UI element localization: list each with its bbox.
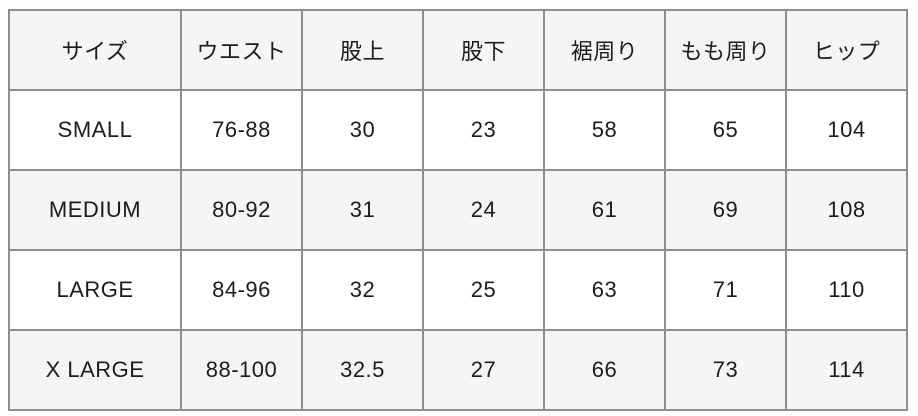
cell-inseam: 24 (422, 169, 545, 251)
cell-hem: 58 (543, 89, 666, 171)
cell-inseam: 25 (422, 249, 545, 331)
header-cell-hip: ヒップ (785, 9, 908, 91)
cell-size: LARGE (8, 249, 182, 331)
header-cell-thigh: もも周り (664, 9, 787, 91)
header-cell-inseam: 股下 (422, 9, 545, 91)
cell-thigh: 69 (664, 169, 787, 251)
table-row-large: LARGE 84-96 32 25 63 71 110 (8, 249, 908, 331)
cell-inseam: 23 (422, 89, 545, 171)
cell-thigh: 73 (664, 329, 787, 411)
cell-inseam: 27 (422, 329, 545, 411)
table-row-medium: MEDIUM 80-92 31 24 61 69 108 (8, 169, 908, 251)
cell-hip: 110 (785, 249, 908, 331)
size-chart-table: サイズ ウエスト 股上 股下 裾周り もも周り ヒップ SMALL 76-88 … (8, 9, 908, 411)
cell-size: MEDIUM (8, 169, 182, 251)
header-cell-waist: ウエスト (180, 9, 303, 91)
cell-rise: 31 (301, 169, 424, 251)
cell-hem: 63 (543, 249, 666, 331)
cell-rise: 30 (301, 89, 424, 171)
cell-rise: 32 (301, 249, 424, 331)
table-row-small: SMALL 76-88 30 23 58 65 104 (8, 89, 908, 171)
cell-size: SMALL (8, 89, 182, 171)
cell-hip: 114 (785, 329, 908, 411)
table-header: サイズ ウエスト 股上 股下 裾周り もも周り ヒップ (8, 9, 908, 91)
cell-waist: 88-100 (180, 329, 303, 411)
header-row: サイズ ウエスト 股上 股下 裾周り もも周り ヒップ (8, 9, 908, 91)
cell-hip: 108 (785, 169, 908, 251)
header-cell-hem: 裾周り (543, 9, 666, 91)
cell-hem: 66 (543, 329, 666, 411)
cell-thigh: 71 (664, 249, 787, 331)
header-cell-rise: 股上 (301, 9, 424, 91)
cell-waist: 84-96 (180, 249, 303, 331)
cell-thigh: 65 (664, 89, 787, 171)
cell-hem: 61 (543, 169, 666, 251)
cell-size: X LARGE (8, 329, 182, 411)
table-body: SMALL 76-88 30 23 58 65 104 MEDIUM 80-92… (8, 89, 908, 411)
cell-rise: 32.5 (301, 329, 424, 411)
cell-hip: 104 (785, 89, 908, 171)
cell-waist: 76-88 (180, 89, 303, 171)
header-cell-size: サイズ (8, 9, 182, 91)
table-row-xlarge: X LARGE 88-100 32.5 27 66 73 114 (8, 329, 908, 411)
cell-waist: 80-92 (180, 169, 303, 251)
